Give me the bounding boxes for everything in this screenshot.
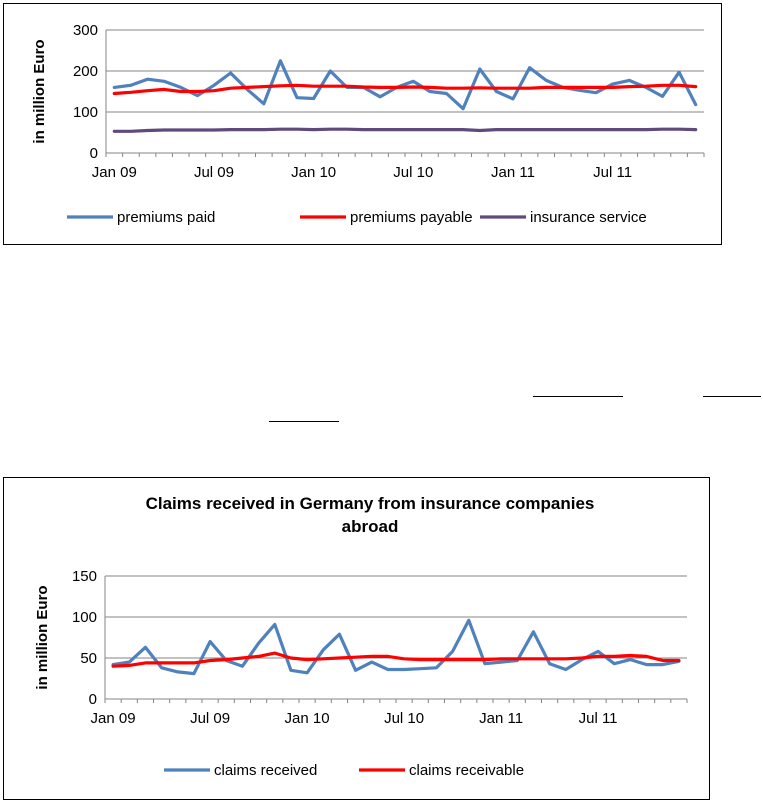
y-tick-label: 50	[80, 650, 97, 667]
y-tick-label: 0	[89, 691, 97, 708]
premiums-chart-svg: 0 100 200 300 Jan 09 Jul 09 Jan 10 Jul 10 Jan 11…	[31, 22, 705, 226]
y-tick-label: 300	[73, 22, 98, 39]
x-tick-label: Jan 11	[491, 164, 535, 181]
legend-label: claims received	[214, 762, 317, 779]
premiums-paid-line	[112, 59, 698, 111]
x-tick-label: Jul 11	[593, 164, 632, 181]
x-tick-label: Jul 09	[194, 164, 234, 181]
x-tick-label: Jan 10	[285, 710, 330, 727]
y-tick-label: 100	[73, 104, 98, 121]
chart-title-line: abroad	[342, 517, 399, 536]
x-tick-label: Jan 09	[92, 164, 137, 181]
underline-decoration-1	[533, 396, 623, 397]
y-tick-label: 100	[72, 609, 97, 626]
y-axis-label: in million Euro	[31, 39, 48, 143]
legend-label: premiums payable	[350, 209, 473, 226]
legend-label: insurance service	[530, 209, 647, 226]
y-tick-label: 200	[73, 63, 98, 80]
claims-chart: Claims received in Germany from insuranc…	[3, 477, 710, 800]
x-tick-label: Jul 10	[384, 710, 424, 727]
legend-label: claims receivable	[409, 762, 524, 779]
y-axis-label: in million Euro	[34, 585, 51, 689]
x-tick-label: Jan 11	[479, 710, 523, 727]
x-tick-label: Jul 11	[579, 710, 618, 727]
x-tick-label: Jan 09	[91, 710, 136, 727]
y-tick-label: 150	[72, 568, 97, 585]
x-tick-label: Jul 10	[393, 164, 433, 181]
underline-decoration-3	[269, 421, 339, 422]
claims-chart-svg: Claims received in Germany from insuranc…	[34, 494, 688, 779]
x-tick-label: Jan 10	[291, 164, 336, 181]
insurance-service-line	[112, 127, 698, 133]
underline-decoration-2	[703, 396, 761, 397]
chart-title-line: Claims received in Germany from insuranc…	[146, 494, 595, 513]
claims-received-line	[111, 618, 681, 676]
legend-label: premiums paid	[117, 209, 215, 226]
claims-receivable-line	[111, 651, 681, 668]
premiums-chart: 0 100 200 300 Jan 09 Jul 09 Jan 10 Jul 10 Jan 11…	[3, 3, 722, 245]
y-tick-label: 0	[90, 145, 98, 162]
premiums-payable-line	[112, 83, 698, 96]
x-tick-label: Jul 09	[190, 710, 230, 727]
